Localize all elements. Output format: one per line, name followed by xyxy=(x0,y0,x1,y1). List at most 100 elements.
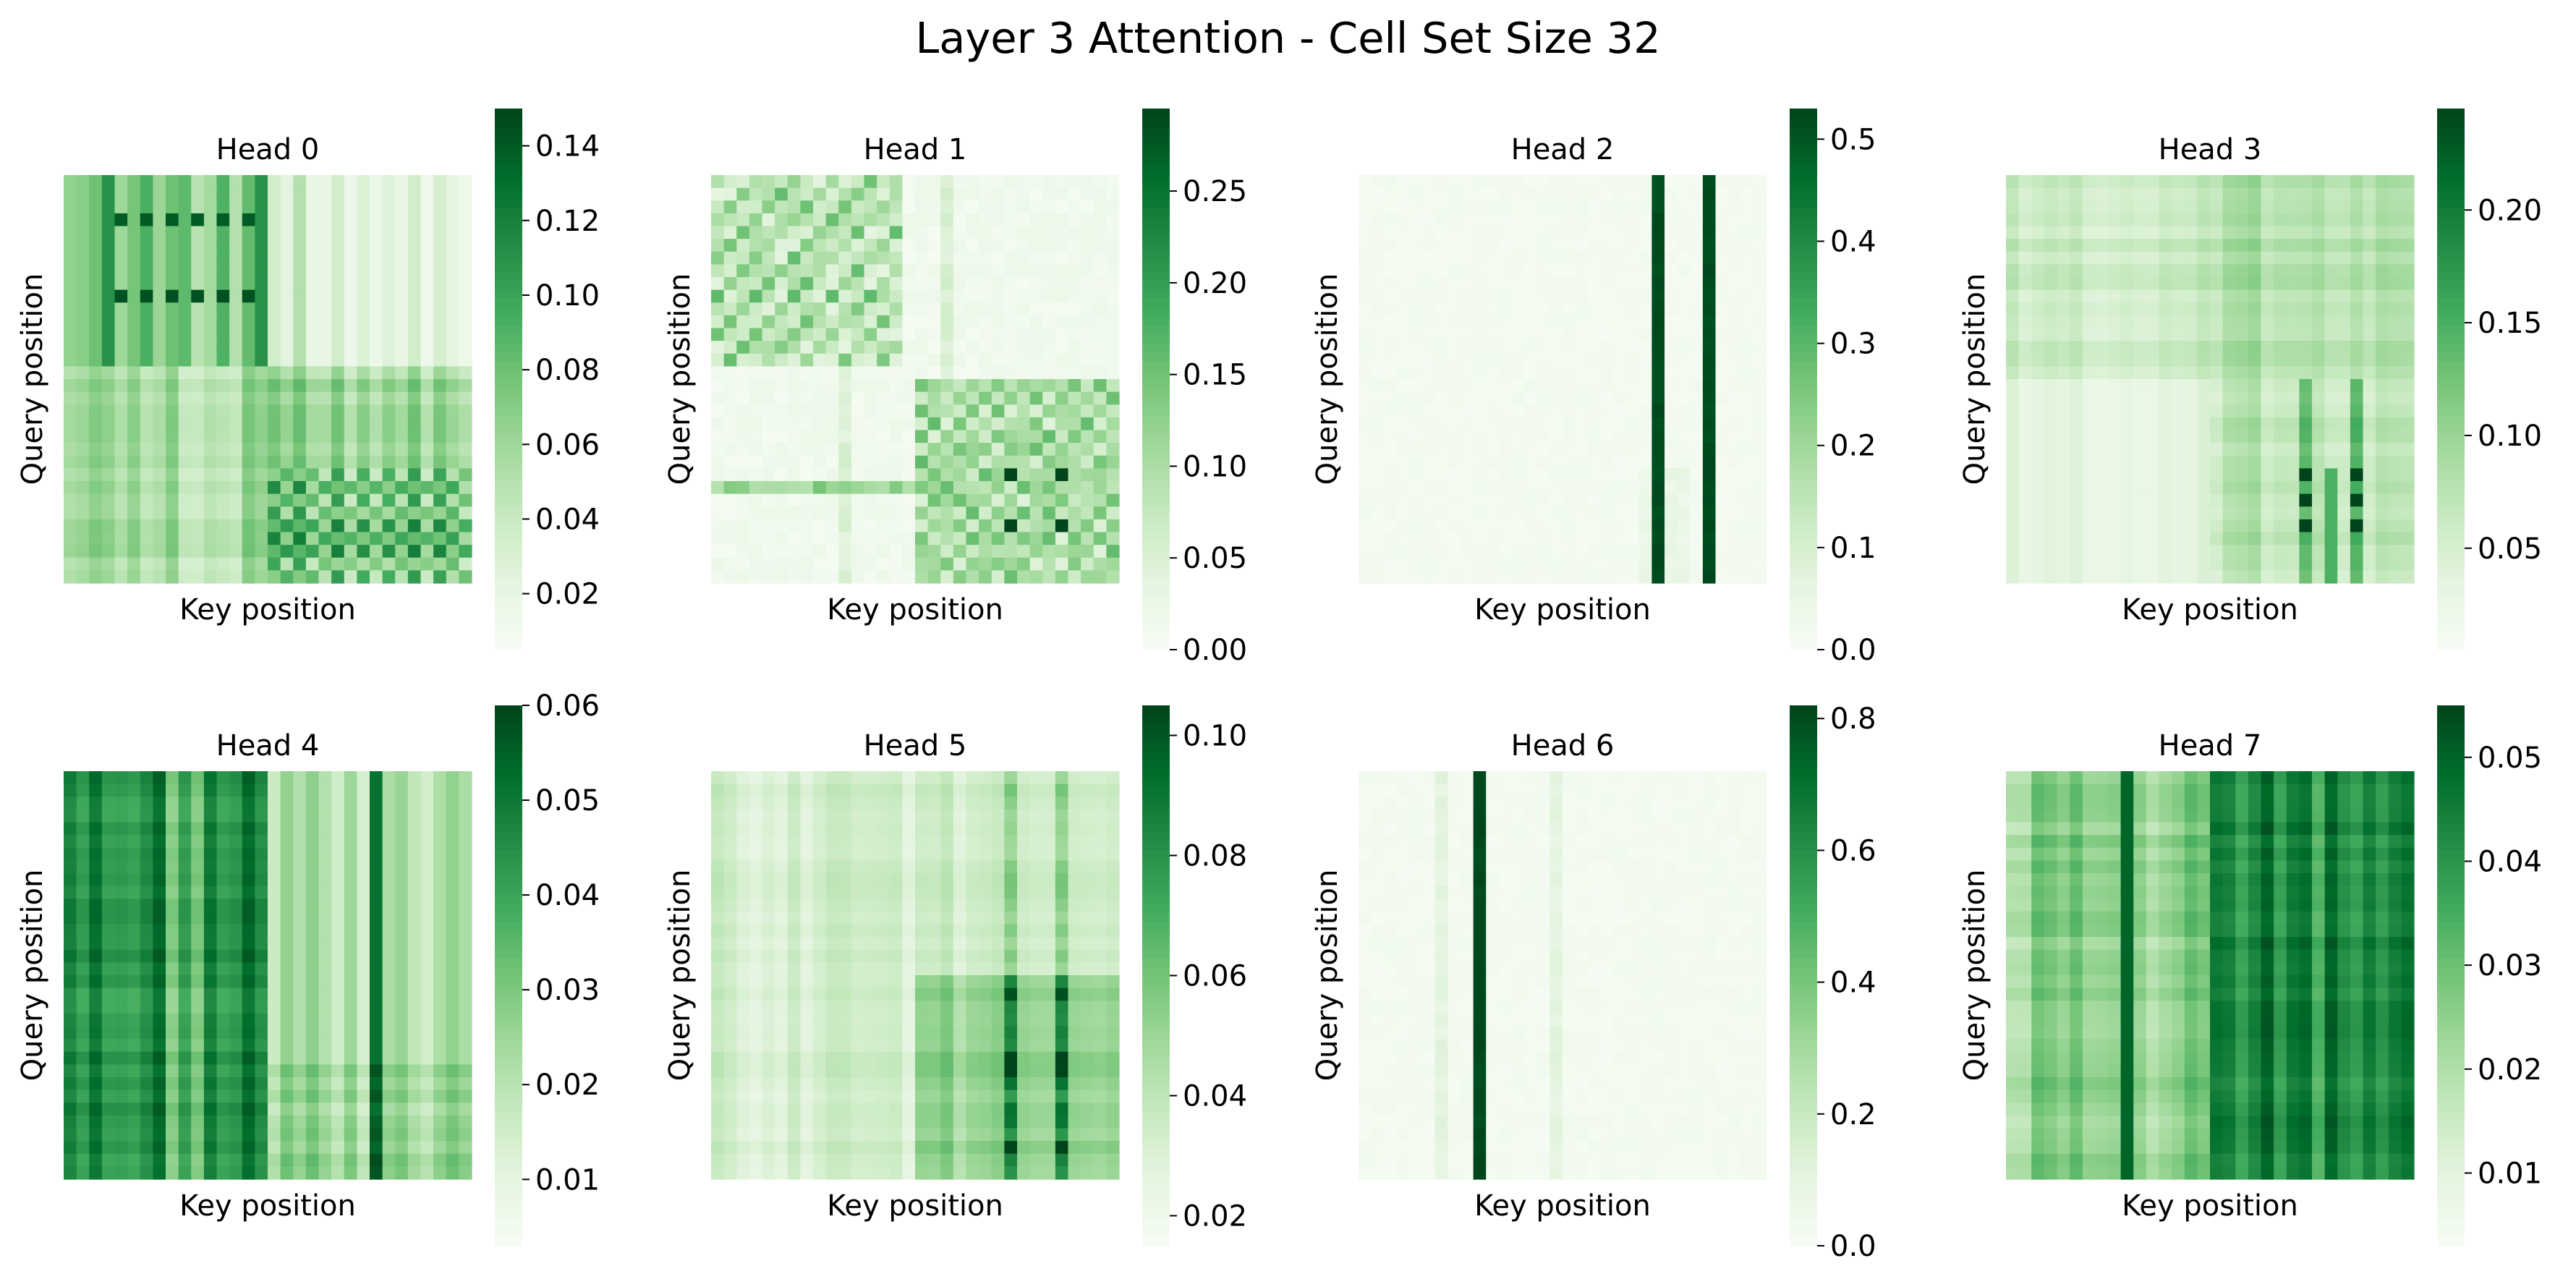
heatmap-cell xyxy=(2363,213,2376,227)
heatmap-cell xyxy=(114,545,128,558)
heatmap-cell xyxy=(953,570,967,584)
heatmap-cell xyxy=(2286,404,2300,418)
heatmap-cell xyxy=(242,885,255,899)
heatmap-cell xyxy=(1371,315,1385,329)
heatmap-cell xyxy=(1029,175,1043,189)
heatmap-cell xyxy=(723,493,737,507)
heatmap-cell xyxy=(1613,264,1627,278)
heatmap-cell xyxy=(1677,545,1691,558)
heatmap-cell xyxy=(979,289,992,303)
heatmap-cell xyxy=(953,532,967,545)
heatmap-cell xyxy=(407,200,422,214)
heatmap-cell xyxy=(407,468,422,482)
heatmap-cell xyxy=(114,481,128,495)
colorbar-tick-label: 0.20 xyxy=(2478,194,2542,227)
heatmap-cell xyxy=(838,187,852,201)
heatmap-cell xyxy=(153,822,166,836)
heatmap-cell xyxy=(191,797,205,810)
heatmap-cell xyxy=(114,860,128,874)
heatmap-cell xyxy=(915,289,929,303)
heatmap-cell xyxy=(203,771,218,785)
heatmap-cell xyxy=(1461,213,1474,227)
heatmap-cell xyxy=(2006,226,2020,239)
heatmap-cell xyxy=(64,899,77,912)
heatmap-cell xyxy=(153,873,166,887)
heatmap-cell xyxy=(382,213,396,227)
heatmap-cell xyxy=(242,1051,255,1065)
heatmap-cell xyxy=(344,924,357,938)
heatmap-cell xyxy=(446,251,459,265)
heatmap-cell xyxy=(293,975,307,989)
heatmap-cell xyxy=(114,379,128,393)
heatmap-cell xyxy=(1728,417,1742,431)
heatmap-cell xyxy=(2095,264,2109,278)
heatmap-cell xyxy=(1081,545,1094,558)
heatmap-cell xyxy=(1042,175,1056,189)
heatmap-cell xyxy=(127,404,141,418)
heatmap-cell xyxy=(2248,353,2262,367)
heatmap-cell xyxy=(1511,226,1525,239)
heatmap-cell xyxy=(2401,443,2415,456)
heatmap-cell xyxy=(800,481,814,495)
heatmap-cell xyxy=(1055,391,1069,405)
heatmap-cell xyxy=(787,532,801,545)
heatmap-cell xyxy=(2070,353,2083,367)
heatmap-cell xyxy=(2184,404,2198,418)
heatmap-cell xyxy=(178,771,192,785)
heatmap-cell xyxy=(902,545,916,558)
heatmap-cell xyxy=(446,506,459,520)
heatmap-cell xyxy=(1600,404,1615,418)
heatmap-cell xyxy=(433,366,447,380)
heatmap-cell xyxy=(1511,315,1525,329)
heatmap-cell xyxy=(459,277,472,291)
heatmap-cell xyxy=(446,949,459,963)
heatmap-cell xyxy=(979,481,992,495)
heatmap-cell xyxy=(2337,557,2351,571)
heatmap-cell xyxy=(1740,315,1754,329)
heatmap-cell xyxy=(114,809,128,823)
heatmap-cell xyxy=(229,975,243,989)
heatmap-cell xyxy=(1486,226,1500,239)
heatmap-cell xyxy=(1461,289,1474,303)
heatmap-cell xyxy=(293,570,307,584)
heatmap-cell xyxy=(1461,200,1474,214)
heatmap-cell xyxy=(2401,277,2415,291)
heatmap-cell xyxy=(1396,455,1411,469)
heatmap-cell xyxy=(357,873,370,887)
heatmap-cell xyxy=(305,417,320,431)
heatmap-cell xyxy=(1563,277,1576,291)
heatmap-cell xyxy=(2095,289,2109,303)
heatmap-cell xyxy=(2082,557,2096,571)
heatmap-cell xyxy=(114,1090,128,1103)
heatmap-cell xyxy=(2222,481,2236,495)
heatmap-cell xyxy=(1626,379,1640,393)
heatmap-cell xyxy=(2401,226,2415,239)
heatmap-cell xyxy=(889,251,903,265)
heatmap-cell xyxy=(407,353,422,367)
heatmap-cell xyxy=(851,519,865,533)
heatmap-cell xyxy=(2210,557,2224,571)
heatmap-cell xyxy=(255,835,268,849)
heatmap-cell xyxy=(991,430,1005,443)
heatmap-cell xyxy=(1461,481,1474,495)
heatmap-cell xyxy=(1359,200,1372,214)
heatmap-cell xyxy=(216,455,230,469)
heatmap-cell xyxy=(318,315,332,329)
heatmap-cell xyxy=(280,783,294,797)
heatmap-cell xyxy=(1550,532,1563,545)
heatmap-cell xyxy=(2044,468,2058,482)
heatmap-cell xyxy=(1524,557,1538,571)
heatmap-cell xyxy=(420,213,434,227)
heatmap-cell xyxy=(2044,328,2058,341)
heatmap-cell xyxy=(1665,404,1678,418)
heatmap-cell xyxy=(1106,443,1120,456)
heatmap-cell xyxy=(407,443,422,456)
heatmap-cell xyxy=(1434,430,1448,443)
heatmap-cell xyxy=(1371,455,1385,469)
heatmap-cell xyxy=(2057,506,2070,520)
heatmap-cell xyxy=(2210,455,2224,469)
heatmap-cell xyxy=(1613,328,1627,341)
heatmap-cell xyxy=(1055,557,1069,571)
heatmap-cell xyxy=(2082,315,2096,329)
heatmap-cell xyxy=(2363,455,2376,469)
